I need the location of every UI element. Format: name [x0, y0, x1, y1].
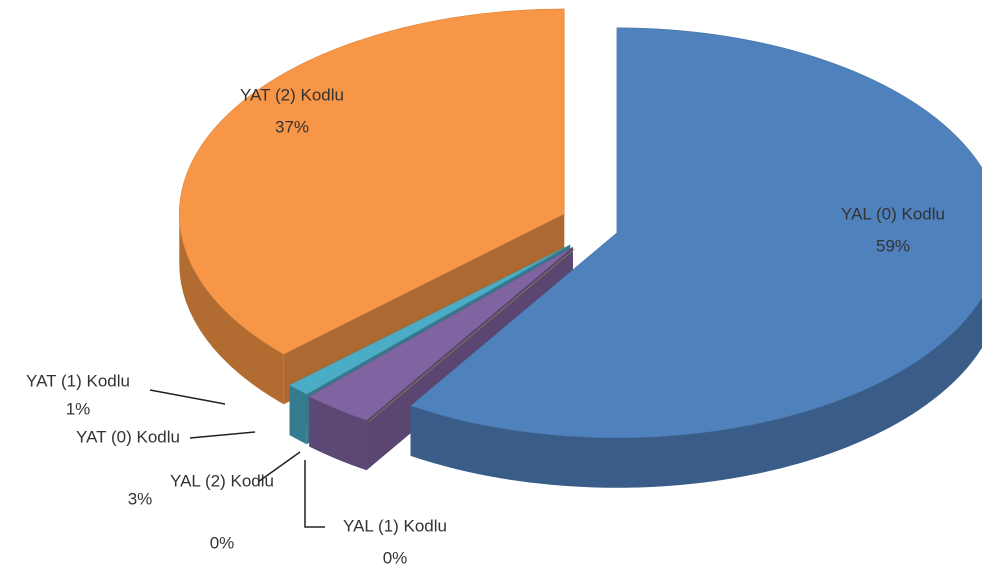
pie-slice [289, 244, 571, 395]
value-label: 0% [210, 533, 235, 552]
category-label: YAL (2) Kodlu [170, 471, 274, 490]
leader-line [189, 431, 256, 439]
pie-slice [410, 27, 982, 439]
category-label: YAT (2) Kodlu [240, 85, 344, 104]
category-label: YAT (1) Kodlu [26, 371, 130, 390]
pie-slice [308, 246, 573, 421]
value-label: 0% [383, 548, 408, 567]
pie-slice [179, 8, 565, 355]
leader-line [149, 389, 226, 405]
category-label: YAL (1) Kodlu [343, 516, 447, 535]
labels: YAL (0) Kodlu 59% YAL (1) Kodlu 0% YAL (2) K… [26, 85, 945, 567]
slice-side [309, 396, 367, 471]
category-label: YAT (0) Kodlu [76, 427, 180, 446]
category-label: YAL (0) Kodlu [841, 204, 945, 223]
slice-tops [179, 8, 982, 439]
value-label: 37% [275, 117, 309, 136]
value-label: 59% [876, 236, 910, 255]
slice-side [179, 213, 284, 405]
slice-side [410, 297, 982, 488]
slice-side [289, 385, 307, 445]
pie-slice [368, 248, 576, 422]
value-label: 1% [66, 399, 91, 418]
leader-line [257, 451, 301, 483]
value-label: 3% [128, 489, 153, 508]
leader-line [304, 460, 325, 528]
